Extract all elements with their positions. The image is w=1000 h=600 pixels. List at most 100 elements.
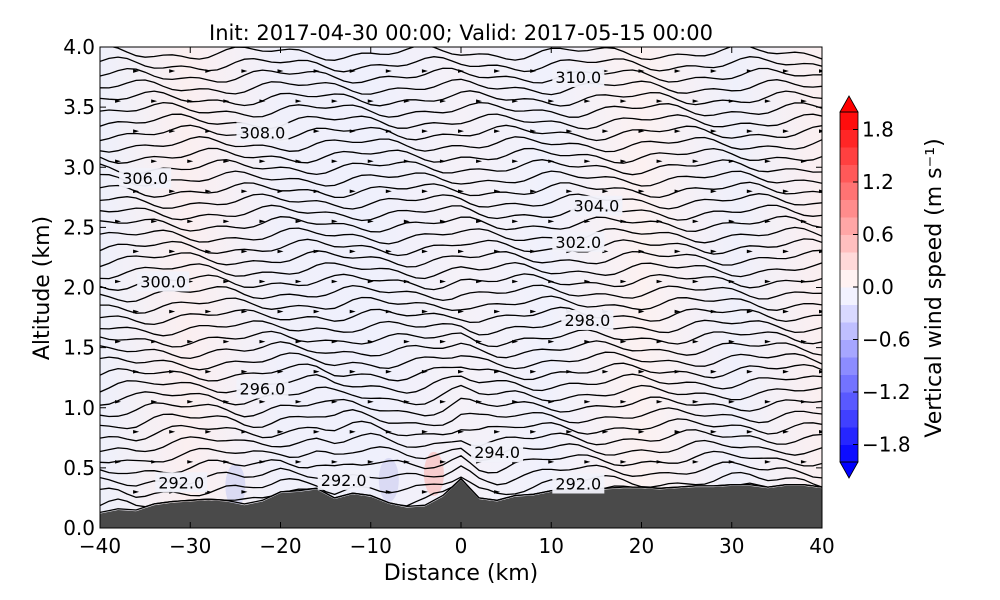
wind-vector	[530, 309, 537, 314]
wind-vector	[476, 339, 483, 344]
wind-vector	[403, 99, 410, 103]
isentrope-line	[100, 329, 822, 348]
contour-label: 296.0	[240, 380, 286, 399]
wind-vector	[313, 189, 320, 194]
wind-vector	[223, 99, 230, 103]
wind-vector	[494, 309, 501, 314]
wind-vector	[494, 430, 501, 434]
wind-vector	[259, 219, 266, 224]
wind-vector	[458, 189, 464, 194]
plot-area: 292.0 292.0 292.0 294.0 296.0 298.0 300.0 302.0…	[100, 47, 822, 528]
wind-vector	[133, 490, 140, 494]
wind-vector	[223, 219, 230, 224]
wind-vector	[115, 460, 122, 464]
wind-vector	[223, 279, 230, 284]
wind-vector	[205, 129, 212, 133]
colorbar-level	[840, 392, 858, 410]
wind-vector	[367, 159, 374, 164]
colorbar-level	[840, 427, 858, 445]
isentrope-line	[100, 78, 822, 96]
wind-vector	[205, 189, 212, 194]
wind-vector	[674, 309, 681, 314]
isentrope-line	[100, 384, 822, 406]
wind-vector	[782, 309, 789, 314]
x-tick-label: −10	[350, 534, 392, 558]
wind-vector	[259, 460, 266, 464]
wind-vector	[638, 430, 645, 434]
wind-vector	[151, 159, 158, 164]
wind-vector	[115, 159, 122, 164]
wind-vector	[403, 399, 410, 404]
wind-vector	[746, 189, 753, 194]
wind-vector	[259, 279, 266, 284]
wind-vector	[313, 369, 320, 374]
wind-vector	[187, 159, 194, 164]
isentrope-line	[100, 204, 822, 222]
isentrope-line	[100, 318, 822, 337]
colorbar-level	[840, 304, 858, 323]
wind-vector	[421, 309, 428, 314]
wind-vector	[584, 99, 591, 103]
wind-vector	[331, 399, 338, 404]
wind-vector	[819, 69, 822, 73]
wind-vector	[620, 399, 627, 404]
wind-vector	[674, 369, 681, 374]
wind-vector	[439, 339, 446, 344]
wind-vector	[421, 129, 428, 133]
wind-vector	[494, 69, 501, 73]
isentrope-line	[100, 226, 822, 245]
wind-vector	[349, 69, 356, 73]
wind-vector	[367, 339, 374, 344]
wind-vector	[566, 430, 573, 434]
contour-label-background	[570, 195, 623, 216]
wind-vector	[295, 219, 302, 224]
wind-vector	[403, 339, 410, 344]
wind-vector	[421, 490, 428, 494]
colorbar-extend-min	[839, 461, 859, 479]
colorbar-extend-max	[839, 95, 859, 113]
isentrope-line	[100, 273, 822, 291]
wind-vector	[638, 189, 645, 194]
wind-vector	[313, 129, 320, 133]
wind-vector	[295, 159, 302, 164]
wind-vector	[728, 159, 735, 164]
wind-vector	[512, 279, 519, 284]
wind-vector	[602, 430, 609, 434]
y-tick-label: 2.5	[63, 215, 95, 239]
contour-label-background	[155, 472, 208, 493]
vertical-velocity-blob	[378, 457, 399, 502]
wind-vector	[819, 430, 822, 434]
wind-vector	[638, 309, 645, 314]
y-tick-label: 0.0	[63, 516, 95, 540]
isentrope-line	[100, 461, 822, 487]
contour-label: 302.0	[555, 233, 601, 252]
wind-vector	[295, 399, 302, 404]
isentrope-line	[100, 362, 822, 382]
wind-vector	[512, 219, 519, 224]
wind-vector	[764, 159, 771, 164]
wind-vector	[205, 309, 212, 314]
wind-vector	[620, 339, 627, 344]
wind-vector	[512, 159, 519, 164]
wind-vector	[638, 129, 645, 133]
isentrope-line	[100, 101, 822, 118]
wind-vector	[439, 399, 446, 404]
wind-vector	[277, 249, 284, 254]
isentrope-line	[100, 439, 822, 464]
wind-vector	[169, 369, 176, 374]
wind-vector	[674, 189, 681, 194]
wind-vector	[367, 460, 374, 464]
wind-vector	[764, 339, 771, 344]
wind-vector	[133, 430, 140, 434]
wind-vector	[421, 430, 428, 434]
wind-vector	[548, 279, 555, 284]
wind-vector	[512, 99, 519, 103]
wind-vector	[205, 69, 212, 73]
wind-vector	[133, 369, 140, 374]
wind-vector	[223, 339, 230, 344]
wind-vector	[349, 309, 356, 314]
wind-vector	[421, 69, 428, 73]
wind-vector	[277, 369, 284, 374]
wind-vector	[403, 279, 410, 284]
